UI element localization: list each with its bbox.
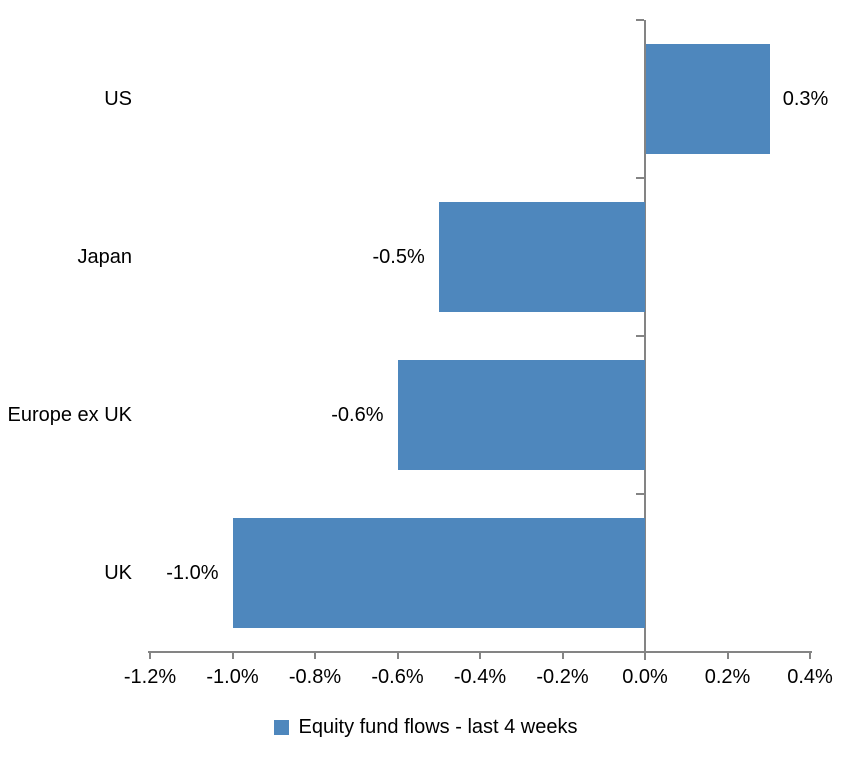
x-tick-label: 0.2% — [704, 666, 751, 688]
category-axis-tick — [636, 493, 644, 495]
x-tick-label: -0.2% — [536, 666, 589, 688]
x-tick-label: -0.6% — [371, 666, 424, 688]
x-tick-label: -1.2% — [123, 666, 177, 688]
category-axis-tick — [636, 335, 644, 337]
data-label: -1.0% — [166, 561, 219, 584]
data-label: -0.5% — [372, 245, 425, 268]
category-axis-tick — [636, 19, 644, 21]
category-label: Europe ex UK — [7, 403, 132, 426]
legend: Equity fund flows - last 4 weeks — [0, 716, 852, 739]
category-label: US — [104, 87, 132, 110]
category-label: Japan — [77, 245, 133, 268]
bar-japan — [438, 202, 645, 312]
legend-swatch-icon — [274, 720, 290, 735]
data-label: -0.6% — [331, 403, 384, 426]
zero-axis-line — [644, 20, 646, 660]
x-axis-tick — [314, 651, 316, 659]
x-axis-tick — [479, 651, 481, 659]
x-tick-label: -1.0% — [206, 666, 259, 688]
x-tick-label: -0.4% — [453, 666, 507, 688]
data-label: 0.3% — [782, 87, 829, 110]
x-axis-tick — [396, 651, 399, 659]
x-axis-tick — [231, 651, 234, 659]
bar-us — [646, 44, 770, 154]
x-tick-label: 0.0% — [622, 666, 668, 688]
x-axis-tick — [644, 651, 646, 659]
category-label: UK — [104, 561, 132, 584]
x-axis-tick — [561, 651, 564, 659]
x-tick-label: -0.8% — [288, 666, 342, 688]
bar-uk — [232, 518, 645, 628]
category-axis-tick — [636, 177, 644, 179]
x-axis-tick — [809, 651, 811, 659]
x-axis-tick — [726, 651, 729, 659]
legend-label: Equity fund flows - last 4 weeks — [298, 716, 578, 738]
x-tick-label: 0.4% — [787, 666, 833, 688]
x-axis-tick — [149, 651, 151, 659]
bar-europe-ex-uk — [397, 360, 645, 470]
